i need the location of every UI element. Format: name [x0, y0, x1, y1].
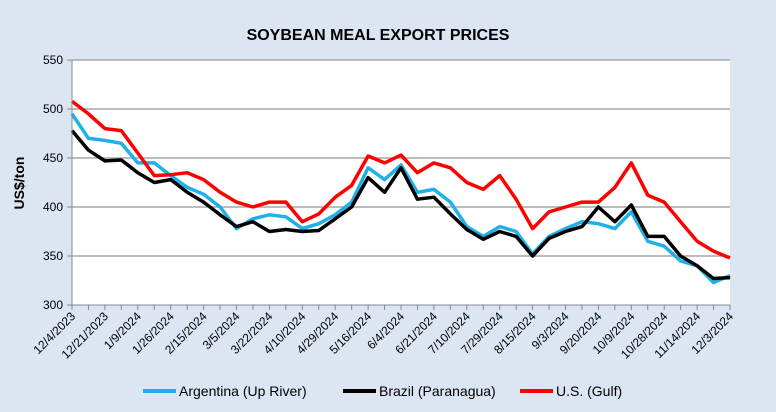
- y-tick-label: 550: [43, 53, 63, 67]
- gridlines: [72, 59, 730, 257]
- series-line-u-s-gulf: [70, 99, 731, 260]
- y-axis-ticks: 300 350 400 450 500 550: [43, 53, 72, 312]
- series-line-argentina-up-river: [70, 112, 731, 285]
- y-axis-title: US$/ton: [11, 157, 27, 210]
- chart-title: SOYBEAN MEAL EXPORT PRICES: [247, 27, 510, 44]
- legend-item: Brazil (Paranagua): [343, 383, 496, 399]
- legend-item: U.S. (Gulf): [520, 383, 622, 399]
- y-tick-label: 350: [43, 249, 63, 263]
- y-tick-label: 300: [43, 298, 63, 312]
- legend-label: Argentina (Up River): [179, 383, 307, 399]
- plot-area: [72, 60, 730, 305]
- series-line-brazil-paranagua: [70, 129, 731, 281]
- legend-label: Brazil (Paranagua): [379, 383, 496, 399]
- y-tick-label: 500: [43, 102, 63, 116]
- legend-item: Argentina (Up River): [143, 383, 307, 399]
- x-axis-ticks: 12/4/202312/21/20231/9/20241/26/20242/15…: [30, 305, 736, 362]
- y-tick-label: 400: [43, 200, 63, 214]
- legend: Argentina (Up River) Brazil (Paranagua) U.…: [143, 383, 622, 399]
- series-lines: [70, 99, 731, 285]
- legend-label: U.S. (Gulf): [556, 383, 622, 399]
- y-tick-label: 450: [43, 151, 63, 165]
